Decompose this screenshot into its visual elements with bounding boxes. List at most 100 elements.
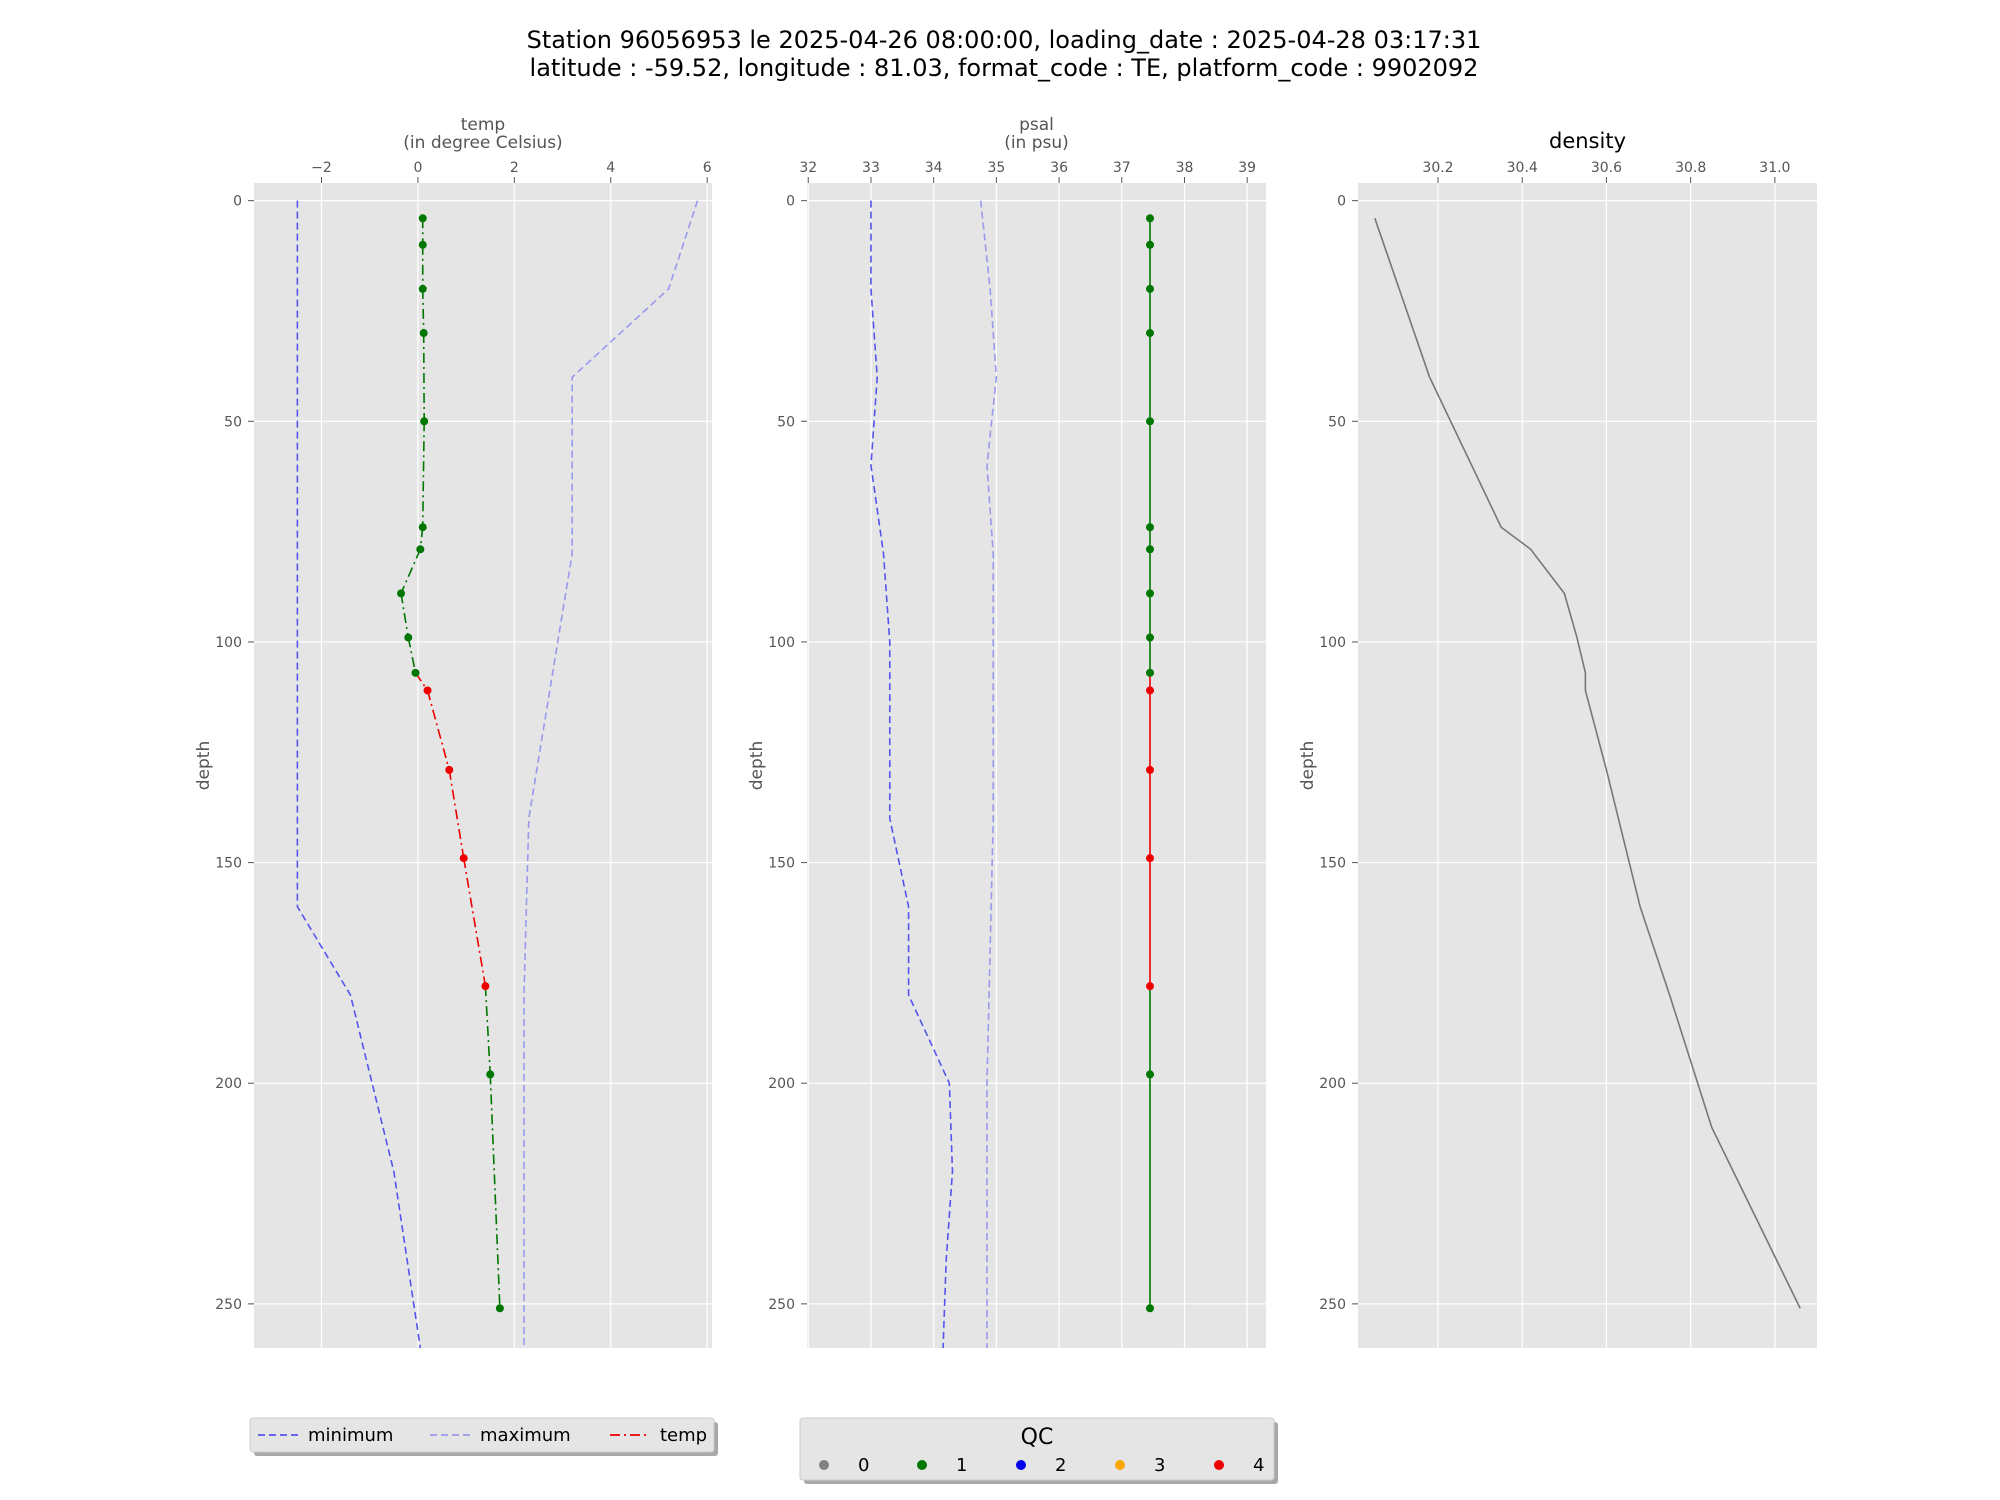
psal-point	[1145, 668, 1154, 677]
temp-point	[418, 240, 427, 249]
legend-qc-label-3: 3	[1154, 1455, 1165, 1476]
x-tick-label: 30.4	[1507, 160, 1538, 176]
chart-panels: −2 0 2 4 6 0 50 100 150 200 250 temp(in degree Cels…	[194, 115, 1817, 1349]
x-tick-label: 35	[987, 160, 1005, 176]
legend-qc-marker-4	[1214, 1460, 1224, 1470]
legend-profile: minimum maximum temp	[249, 1417, 718, 1456]
y-tick-label: 0	[786, 194, 795, 210]
legend-qc-marker-3	[1115, 1460, 1125, 1470]
temp-segment	[462, 858, 487, 987]
x-axis-unit-label: (in degree Celsius)	[403, 133, 562, 153]
y-tick-label: 200	[768, 1076, 795, 1092]
x-tick-label: 31.0	[1759, 160, 1790, 176]
series-psal	[1145, 214, 1154, 1313]
psal-point	[1145, 982, 1154, 991]
panel-density: 30.2 30.4 30.6 30.8 31.0 0 50 100 150 200 250 densi…	[1298, 129, 1817, 1348]
legend-label-maximum: maximum	[480, 1425, 571, 1446]
psal-point	[1145, 545, 1154, 554]
y-tick-label: 0	[1337, 194, 1346, 210]
y-tick-label: 250	[215, 1297, 242, 1313]
temp-segment	[421, 421, 425, 528]
y-tick-label: 200	[215, 1076, 242, 1092]
y-tick-label: 50	[777, 414, 795, 430]
x-tick-label: 37	[1113, 160, 1131, 176]
psal-point	[1145, 589, 1154, 598]
y-tick-label: 0	[233, 194, 242, 210]
x-tick-label: 2	[510, 160, 519, 176]
y-tick-label: 50	[224, 414, 242, 430]
temp-point	[411, 668, 420, 677]
legend-qc-title: QC	[1021, 1425, 1054, 1450]
temp-point	[418, 523, 427, 532]
y-axis-label: depth	[194, 741, 214, 790]
psal-point	[1145, 765, 1154, 774]
density-line	[1374, 218, 1801, 1309]
y-axis-label: depth	[1298, 741, 1318, 790]
series-density	[1374, 218, 1801, 1309]
temp-segment	[421, 288, 425, 334]
temp-point	[420, 417, 429, 426]
figure-title-line-2: latitude : -59.52, longitude : 81.03, fo…	[530, 54, 1479, 82]
chart-legends: minimum maximum temp QC 0 1 2 3 4	[249, 1417, 1278, 1484]
x-tick-label: 34	[925, 160, 943, 176]
minimum-line	[296, 200, 422, 1349]
legend-qc-marker-0	[819, 1460, 829, 1470]
legend-qc-label-0: 0	[858, 1455, 869, 1476]
x-tick-label: 39	[1238, 160, 1256, 176]
y-axis-label: depth	[747, 741, 767, 790]
legend-qc-marker-1	[917, 1460, 927, 1470]
x-tick-label: 30.6	[1591, 160, 1622, 176]
legend-label-minimum: minimum	[308, 1425, 393, 1446]
temp-point	[416, 545, 425, 554]
x-tick-label: 38	[1176, 160, 1194, 176]
y-tick-label: 150	[768, 856, 795, 872]
temp-point	[445, 765, 454, 774]
x-tick-label: 36	[1050, 160, 1068, 176]
temp-point	[481, 982, 490, 991]
psal-point	[1145, 1070, 1154, 1079]
legend-qc-marker-2	[1016, 1460, 1026, 1470]
legend-qc-label-1: 1	[956, 1455, 967, 1476]
x-tick-label: 4	[606, 160, 615, 176]
temp-point	[418, 214, 427, 223]
series-minimum	[870, 200, 954, 1349]
psal-point	[1145, 214, 1154, 223]
temp-segment	[426, 690, 451, 771]
legend-qc-label-4: 4	[1253, 1455, 1264, 1476]
temp-point	[423, 686, 432, 695]
panel-title: density	[1549, 129, 1626, 153]
psal-point	[1145, 633, 1154, 642]
temp-segment	[489, 1074, 501, 1309]
legend-qc: QC 0 1 2 3 4	[799, 1417, 1278, 1484]
y-tick-label: 250	[768, 1297, 795, 1313]
panel-background	[1358, 183, 1817, 1348]
panel-temp: −2 0 2 4 6 0 50 100 150 200 250 temp(in degree Cels…	[194, 115, 712, 1349]
temp-point	[397, 589, 406, 598]
panel-psal: 32 33 34 35 36 37 38 39 0 50 100 150 200 250 psal(in p…	[747, 115, 1266, 1349]
psal-point	[1145, 523, 1154, 532]
temp-segment	[484, 986, 492, 1075]
psal-point	[1145, 329, 1154, 338]
x-tick-label: 6	[703, 160, 712, 176]
y-tick-label: 100	[1319, 635, 1346, 651]
temp-segment	[448, 769, 465, 859]
series-minimum	[296, 200, 422, 1349]
series-temp	[397, 214, 504, 1313]
psal-point	[1145, 284, 1154, 293]
x-axis-unit-label: (in psu)	[1004, 133, 1069, 153]
legend-frame	[249, 1417, 715, 1453]
y-tick-label: 50	[1328, 414, 1346, 430]
x-tick-label: 0	[413, 160, 422, 176]
temp-point	[419, 329, 428, 338]
psal-point	[1145, 1304, 1154, 1313]
temp-point	[459, 854, 468, 863]
x-tick-label: 33	[862, 160, 880, 176]
legend-label-temp: temp	[660, 1425, 707, 1446]
y-tick-label: 200	[1319, 1076, 1346, 1092]
temp-segment	[407, 637, 417, 673]
temp-point	[486, 1070, 495, 1079]
x-tick-label: 30.2	[1422, 160, 1453, 176]
y-tick-label: 100	[768, 635, 795, 651]
x-tick-label: 32	[799, 160, 817, 176]
